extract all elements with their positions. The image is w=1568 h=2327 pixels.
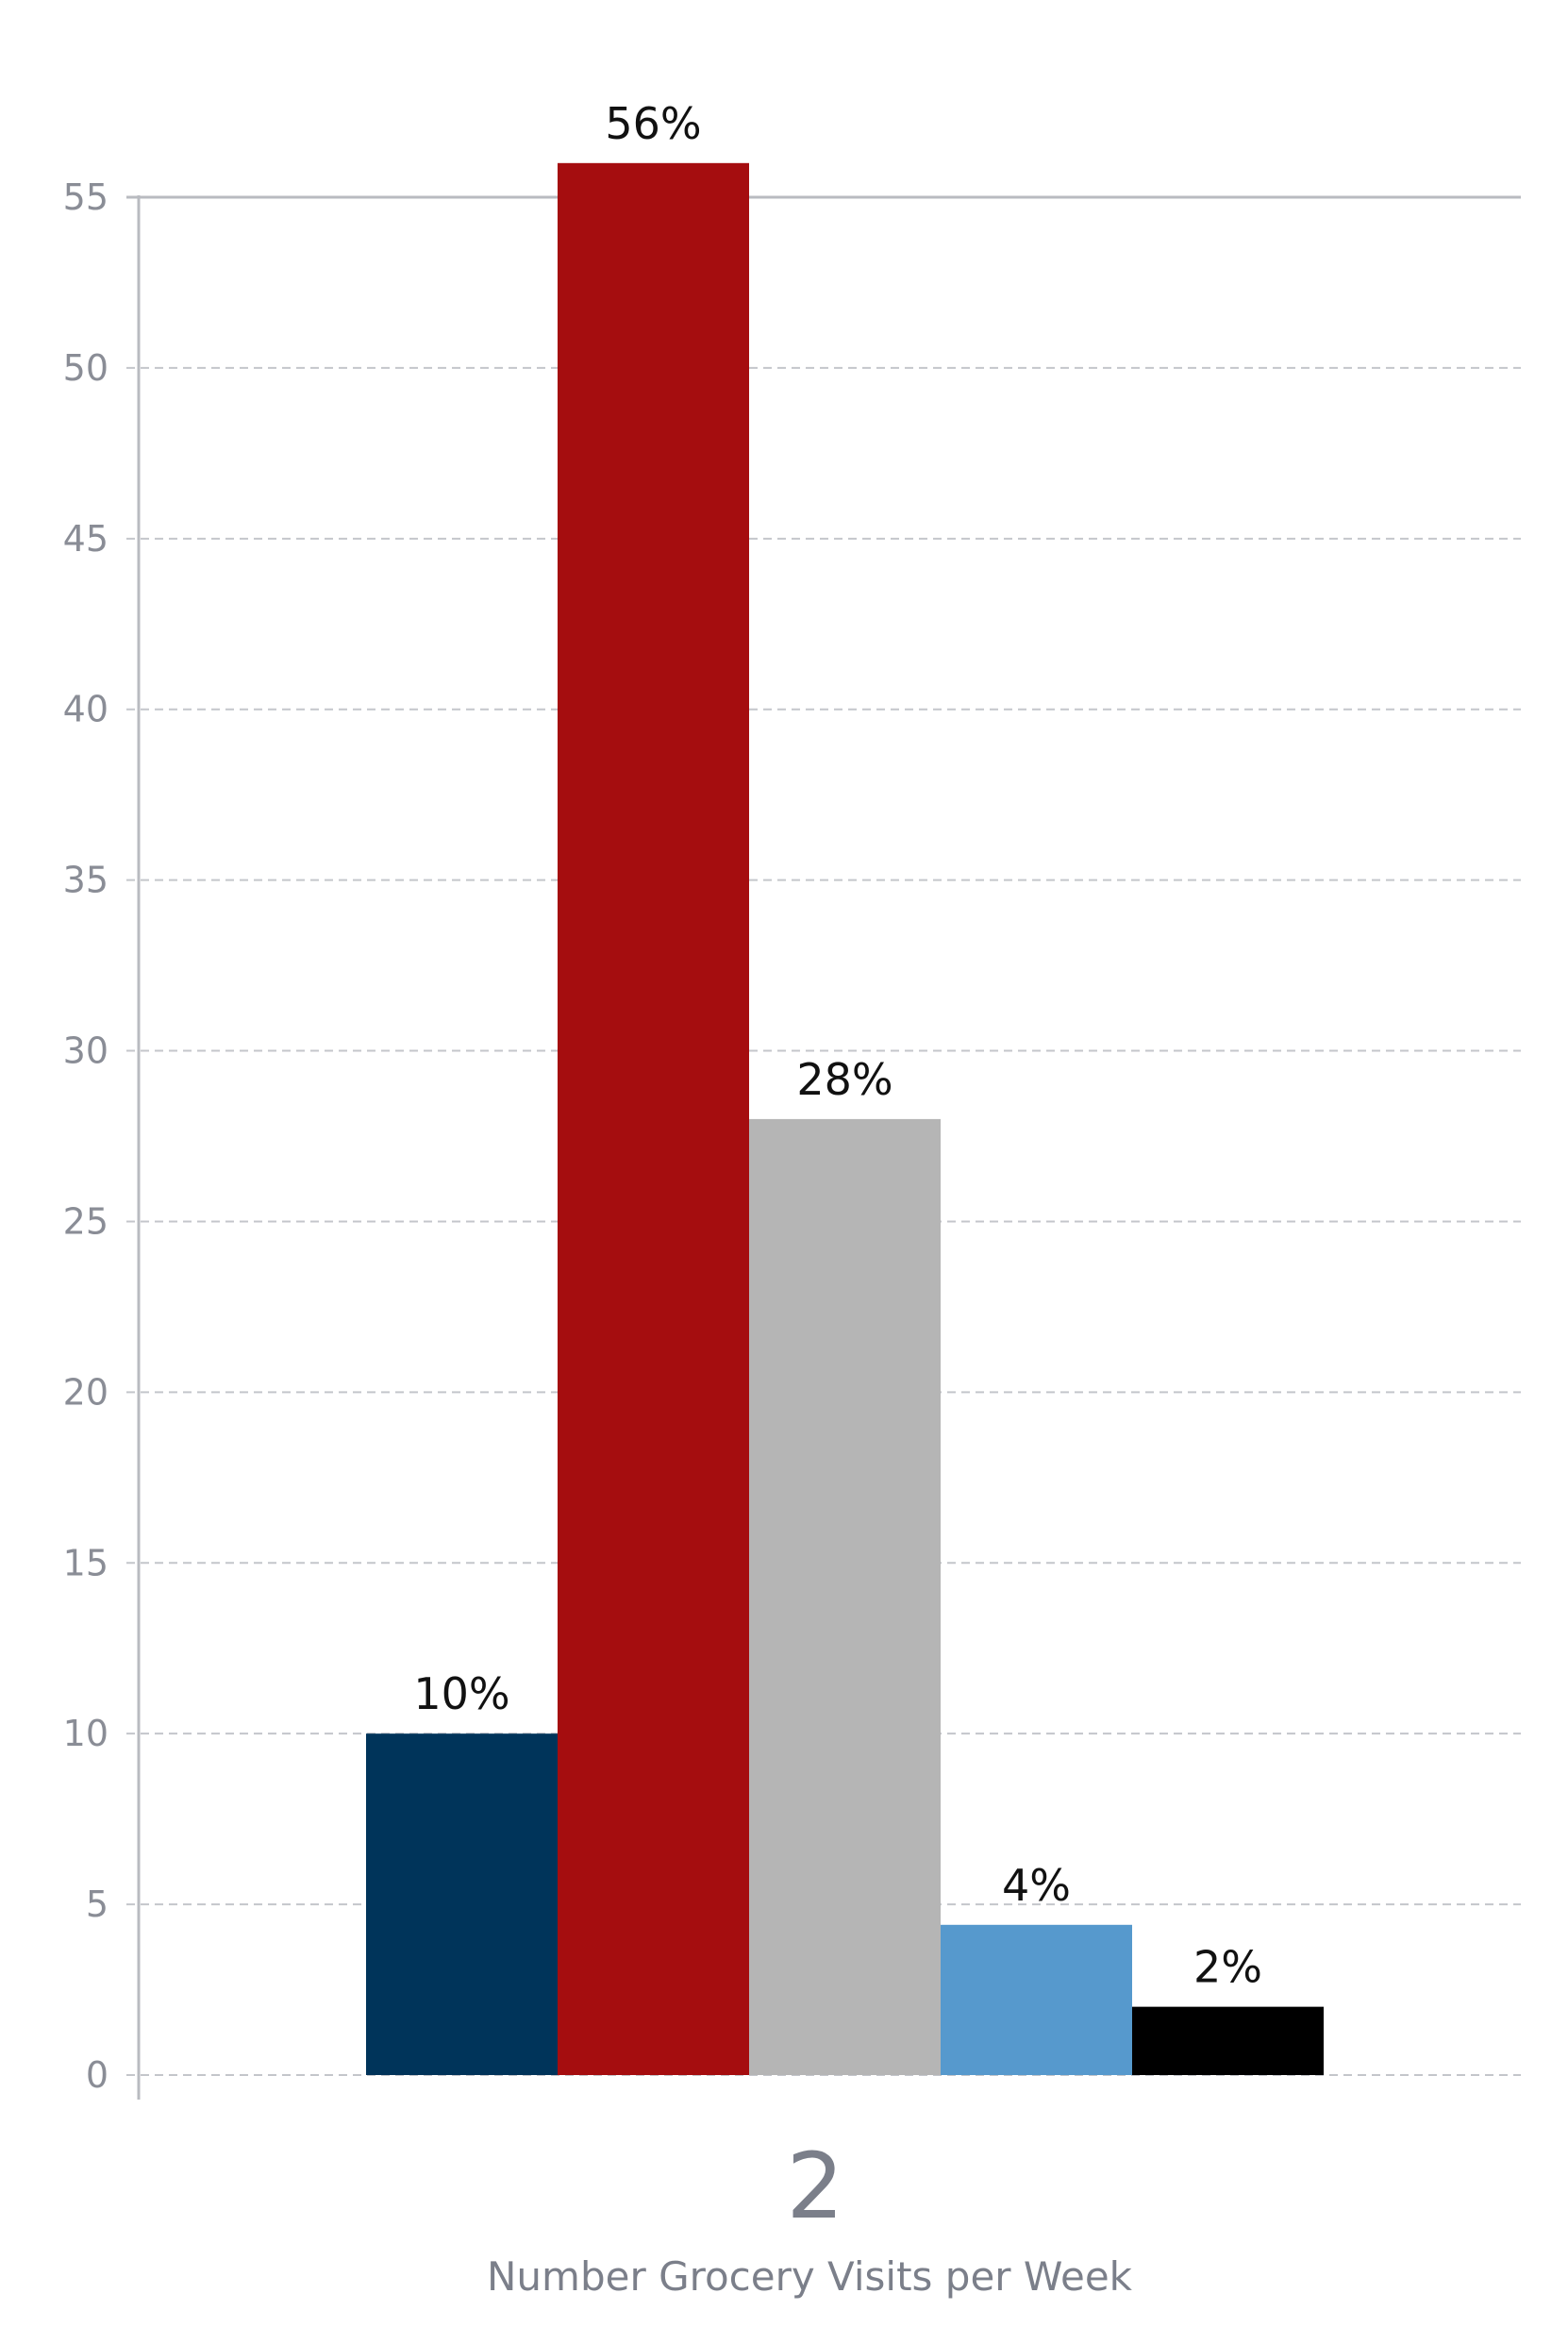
data-label: 56% [605,98,701,149]
y-tick-label: 5 [86,1883,108,1925]
x-axis-title: Number Grocery Visits per Week [487,2253,1133,2300]
bar [366,1733,558,2075]
bars [366,162,1324,2076]
y-tick-label: 50 [63,347,108,389]
bar [749,1118,941,2075]
bar [941,1924,1132,2075]
x-category-label: 2 [786,2134,843,2239]
y-tick-label: 30 [63,1030,108,1072]
bar [558,162,749,2076]
data-label: 2% [1193,1942,1262,1993]
bar [1132,2006,1324,2075]
data-labels: 10% 56% 28% 4% 2% [413,98,1262,1993]
y-tick-label: 40 [63,689,108,730]
data-label: 28% [796,1054,892,1105]
data-label: 4% [1002,1860,1071,1911]
y-tick-label: 25 [63,1200,108,1242]
axes [126,195,1521,2100]
y-tick-label: 0 [86,2054,108,2096]
y-tick-label: 35 [63,860,108,901]
data-label: 10% [413,1668,509,1719]
y-tick-label: 55 [63,176,108,218]
y-tick-label: 10 [63,1713,108,1754]
y-tick-label: 20 [63,1371,108,1413]
y-tick-labels: 0 5 10 15 20 25 30 35 40 45 50 55 [63,176,108,2096]
y-tick-label: 15 [63,1542,108,1583]
y-tick-label: 45 [63,518,108,560]
